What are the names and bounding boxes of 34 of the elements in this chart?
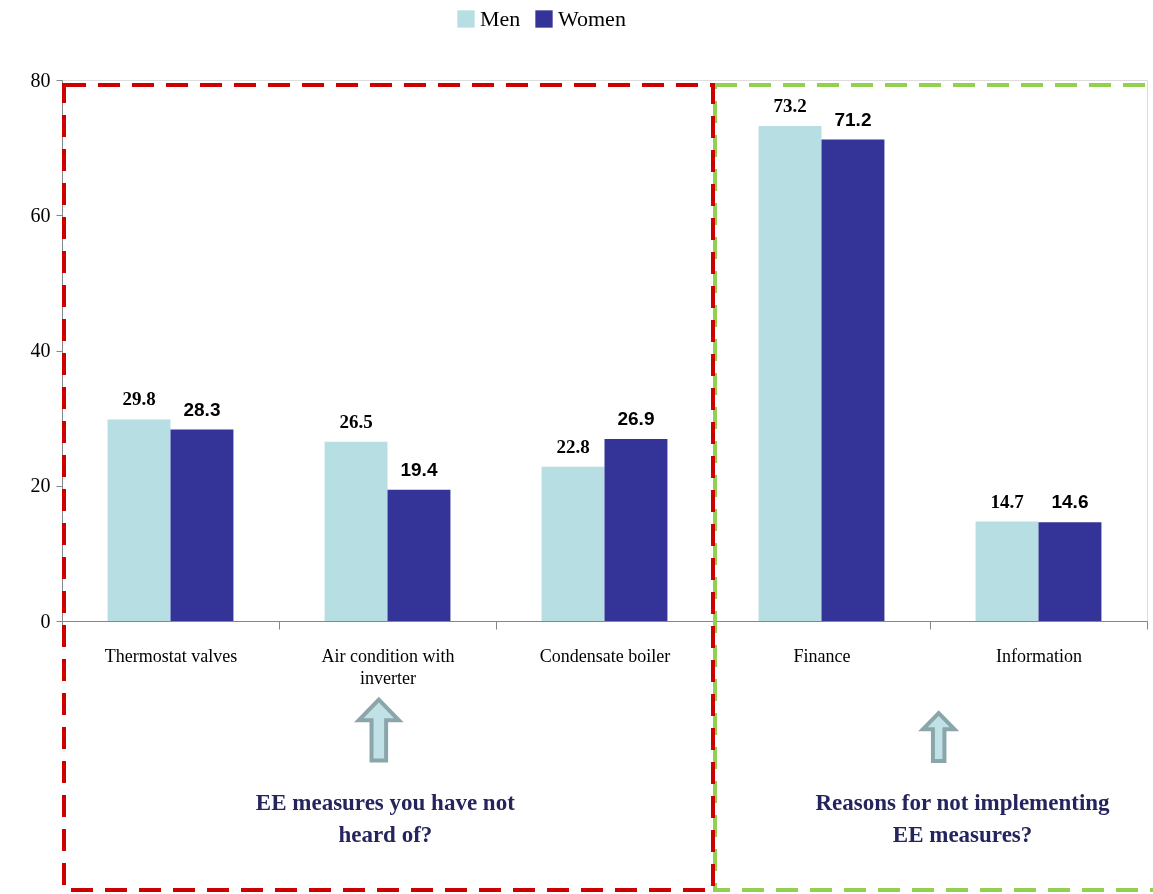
data-label: 73.2 [773, 94, 807, 116]
data-label: 14.6 [1051, 491, 1089, 513]
bar [821, 139, 885, 621]
data-label: 26.5 [339, 410, 373, 432]
bar [170, 429, 234, 621]
x-tick-label: Condensate boiler [539, 645, 671, 666]
bar [387, 489, 451, 621]
y-tick-label: 40 [30, 339, 51, 361]
x-tick-label: Air condition with inverter [321, 645, 455, 688]
x-tick-label: Information [996, 645, 1082, 666]
x-tick-label: Thermostat valves [104, 645, 238, 666]
data-label: 22.8 [556, 435, 590, 457]
bar [604, 439, 668, 621]
bar [1038, 522, 1102, 621]
y-tick-label: 20 [30, 474, 51, 497]
data-label: 26.9 [617, 408, 655, 430]
y-tick-label: 60 [30, 203, 51, 226]
text: EE measures you have not heard of? [255, 790, 516, 847]
bar [324, 441, 388, 621]
bar [758, 125, 822, 621]
data-label: 28.3 [183, 398, 221, 420]
bar [107, 419, 171, 621]
data-label: 19.4 [400, 458, 438, 480]
data-label: 29.8 [122, 388, 156, 410]
y-tick-label: 80 [30, 68, 51, 91]
y-tick-label: 0 [40, 609, 51, 632]
x-tick-label: Finance [793, 645, 851, 666]
legend-label: Women [558, 6, 626, 31]
legend-label: Men [480, 6, 521, 31]
bar [975, 521, 1039, 621]
text: Reasons for not implementing EE measures? [815, 790, 1111, 847]
data-label: 14.7 [990, 490, 1025, 512]
data-label: 71.2 [834, 108, 872, 130]
bar [541, 466, 605, 621]
